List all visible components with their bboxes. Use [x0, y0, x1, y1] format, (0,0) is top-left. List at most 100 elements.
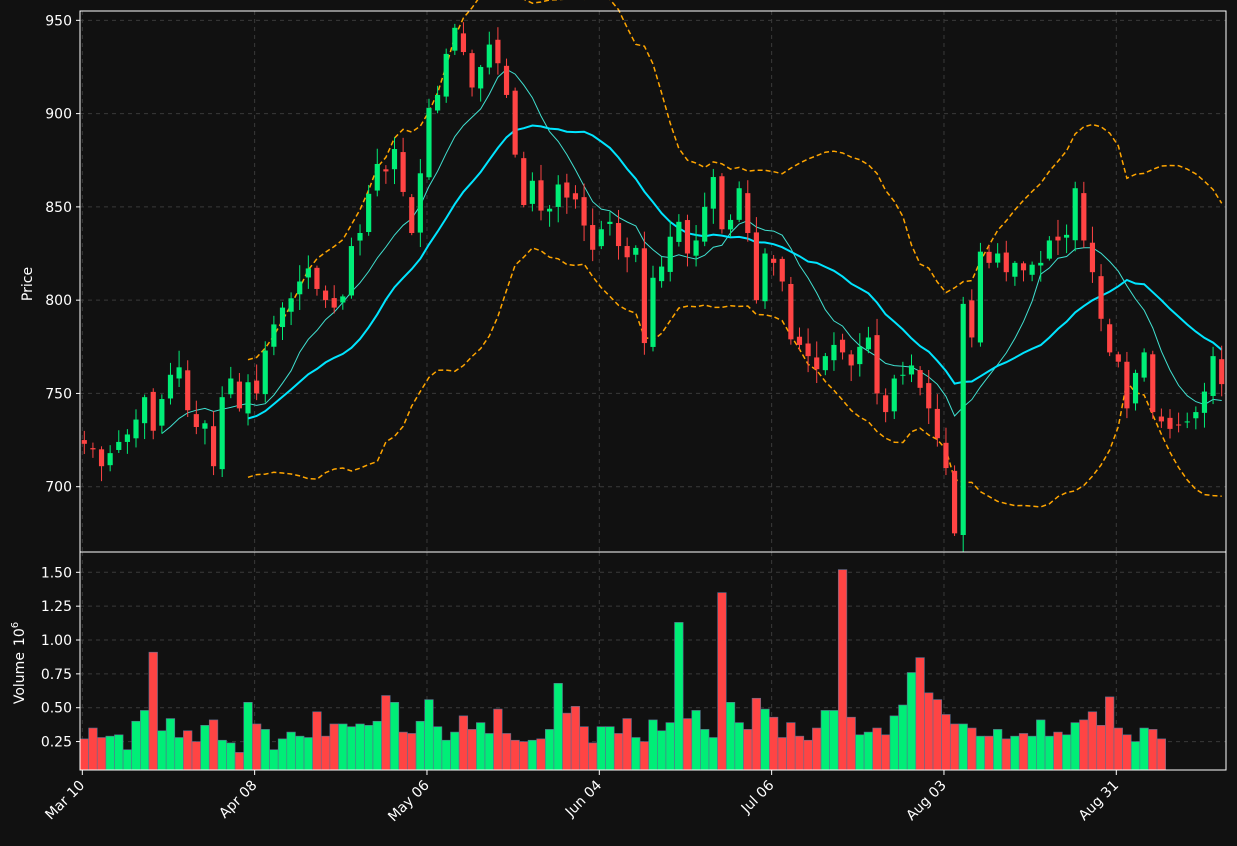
candle-body	[719, 176, 725, 230]
ma-long-line	[247, 124, 1223, 420]
candle-body	[1098, 276, 1104, 319]
volume-bar	[622, 718, 632, 771]
candle-body	[202, 423, 208, 429]
volume-bar	[812, 727, 822, 771]
volume-bar	[1113, 727, 1123, 771]
candle-body	[1132, 372, 1139, 404]
candle	[374, 148, 380, 197]
volume-bar	[786, 722, 796, 771]
volume-bar	[941, 714, 951, 771]
candle-body	[667, 236, 673, 272]
volume-bar	[863, 731, 874, 771]
volume-bar	[381, 695, 391, 771]
volume-bar	[510, 739, 520, 771]
candle-body	[1193, 412, 1199, 419]
candle-body	[702, 206, 708, 242]
candle	[1210, 346, 1216, 405]
candle	[1038, 250, 1044, 282]
candle-body	[176, 367, 182, 379]
candle	[98, 446, 105, 482]
volume-panel-frame	[79, 551, 1227, 771]
volume-bar	[1105, 696, 1115, 771]
volume-bar	[165, 718, 176, 771]
candle	[1124, 351, 1130, 419]
candle	[1055, 219, 1061, 255]
volume-tick-label: 0.75	[41, 667, 72, 683]
candle-body	[150, 391, 156, 431]
candle-body	[383, 169, 389, 172]
volume-bar	[1096, 725, 1106, 771]
volume-tick-label: 1.25	[41, 599, 72, 615]
candle	[435, 85, 441, 114]
candle-body	[185, 370, 191, 411]
candle	[943, 427, 949, 476]
volume-bar	[777, 737, 787, 771]
candle-body	[917, 370, 923, 388]
volume-bar	[183, 730, 193, 771]
price-tick-label: 750	[45, 386, 72, 402]
candle-body	[1150, 354, 1156, 413]
candle-body	[1012, 262, 1018, 277]
candle-body	[908, 365, 915, 375]
candle	[883, 388, 889, 423]
candle-body	[1158, 416, 1164, 422]
volume-bar	[906, 672, 917, 771]
candle	[1003, 240, 1009, 282]
candle	[865, 326, 871, 354]
candle	[529, 172, 535, 212]
volume-bar	[286, 731, 296, 771]
volume-bar	[372, 720, 382, 771]
candle	[555, 175, 561, 223]
candle	[417, 159, 423, 248]
volume-bar	[458, 715, 469, 771]
candle-body	[254, 380, 260, 394]
candle	[107, 445, 113, 472]
candle	[564, 173, 570, 214]
candle	[1115, 351, 1121, 368]
volume-bar	[364, 725, 374, 771]
price-tick-label: 800	[45, 293, 72, 309]
candle	[977, 242, 984, 347]
volume-axis-label-text: Volume	[12, 652, 28, 704]
volume-bar	[1070, 722, 1080, 771]
candle	[210, 411, 217, 476]
candle-body	[736, 188, 742, 220]
candle	[142, 394, 148, 440]
volume-bar	[450, 731, 460, 771]
volume-bar	[1156, 738, 1166, 771]
candle-body	[279, 307, 286, 328]
volume-bar	[898, 704, 908, 771]
candle-body	[245, 382, 251, 414]
candle-body	[883, 395, 889, 413]
volume-bar	[191, 741, 201, 771]
candle-body	[262, 350, 268, 395]
candle	[452, 23, 458, 55]
candle-body	[633, 247, 639, 255]
candle	[900, 361, 906, 385]
candle-body	[805, 343, 811, 357]
candle-body	[753, 232, 759, 301]
volume-bar	[1139, 727, 1149, 771]
candle	[167, 362, 174, 405]
price-tick-label: 850	[45, 200, 72, 216]
candle-body	[659, 266, 665, 282]
volume-bar	[122, 749, 132, 771]
candle	[486, 31, 492, 75]
candle	[624, 237, 630, 273]
volume-bar	[958, 723, 968, 771]
volume-bar	[829, 710, 839, 771]
candle	[771, 254, 777, 276]
candle	[1081, 181, 1087, 248]
candle	[366, 184, 372, 236]
candle	[314, 265, 320, 296]
volume-bar	[415, 720, 425, 771]
candle-body	[891, 378, 897, 412]
candle-body	[374, 163, 380, 191]
volume-bar	[734, 722, 744, 771]
candle	[1167, 409, 1173, 439]
candle	[1107, 318, 1113, 357]
candle-body	[1003, 252, 1009, 273]
volume-bar	[467, 729, 477, 771]
panel-frames	[79, 10, 1227, 771]
